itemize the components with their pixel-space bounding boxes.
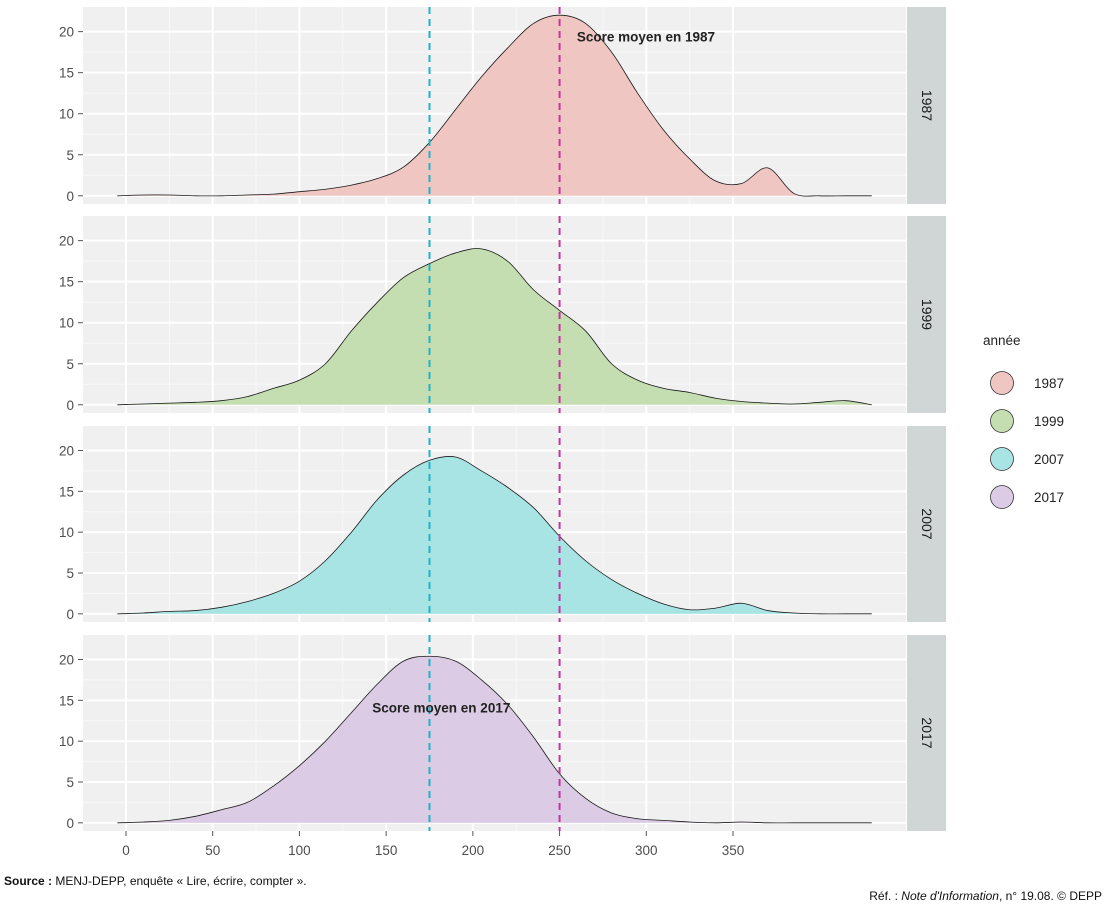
density-line-1987 [117,14,872,197]
y-tick-label: 10 [59,734,74,749]
facet-strip-label: 2017 [919,717,935,748]
source-label: Source : [4,874,53,888]
legend: année 1987 1999 2007 2017 [983,333,1064,509]
legend-swatch-1987 [990,371,1014,395]
y-tick-label: 10 [59,316,74,331]
x-tick-label: 350 [722,843,745,858]
legend-swatch-2007 [990,447,1014,471]
x-tick-label: 300 [635,843,658,858]
ref-prefix: Réf. : [869,889,902,903]
y-tick-label: 20 [59,25,74,40]
density-area-2017 [117,656,872,823]
ref-publication: Note d'Information [901,889,999,903]
y-tick-label: 15 [59,66,74,81]
y-tick-label: 0 [66,816,74,831]
density-area-1987 [117,15,872,197]
facet-strip [907,216,946,413]
legend-label-1987: 1987 [1034,376,1064,391]
x-tick-label: 100 [288,843,311,858]
legend-swatch-1999 [990,409,1014,433]
annotation-label: Score moyen en 2017 [372,701,510,716]
legend-label-2017: 2017 [1034,490,1064,505]
facet-strip-label: 1987 [919,90,935,121]
x-tick-label: 250 [548,843,571,858]
y-tick-label: 0 [66,607,74,622]
y-tick-label: 5 [66,148,74,163]
y-tick-label: 0 [66,189,74,204]
source-text: MENJ-DEPP, enquête « Lire, écrire, compt… [55,874,307,888]
y-tick-label: 5 [66,566,74,581]
density-line-1999 [117,248,872,406]
density-area-1999 [117,248,872,405]
y-tick-label: 10 [59,107,74,122]
panel-2017: 0 5 10 15 20 2017 Score moyen en 2017 [59,635,946,831]
y-tick-label: 10 [59,525,74,540]
legend-label-2007: 2007 [1034,452,1064,467]
source-note: Source : MENJ-DEPP, enquête « Lire, écri… [4,874,307,888]
legend-label-1999: 1999 [1034,414,1064,429]
x-tick-label: 50 [205,843,220,858]
legend-title: année [983,333,1021,348]
y-tick-label: 15 [59,484,74,499]
facet-strip [907,7,946,204]
x-tick-label: 0 [122,843,130,858]
panel-2007: 0 5 10 15 20 2007 [59,426,946,622]
y-tick-label: 15 [59,275,74,290]
ref-suffix: , n° 19.08. © DEPP [998,889,1102,903]
y-tick-label: 15 [59,693,74,708]
x-tick-label: 150 [375,843,398,858]
panel-1999: 0 5 10 15 20 1999 [59,216,946,413]
density-line-2007 [117,455,872,615]
reference-note: Réf. : Note d'Information, n° 19.08. © D… [869,889,1102,903]
density-line-2017 [117,655,872,824]
y-tick-label: 20 [59,234,74,249]
legend-swatch-2017 [990,485,1014,509]
y-tick-label: 20 [59,653,74,668]
y-tick-label: 0 [66,398,74,413]
x-tick-label: 200 [462,843,485,858]
y-tick-label: 20 [59,444,74,459]
density-area-2007 [117,456,872,614]
facet-strip [907,426,946,622]
annotation-label: Score moyen en 1987 [577,29,715,44]
y-tick-label: 5 [66,775,74,790]
facet-strip-label: 2007 [919,508,935,539]
facet-strip-label: 1999 [919,299,935,330]
panel-1987: 0 5 10 15 20 1987 Score moyen en 1987 [59,7,946,204]
facet-strip [907,635,946,831]
y-tick-label: 5 [66,357,74,372]
